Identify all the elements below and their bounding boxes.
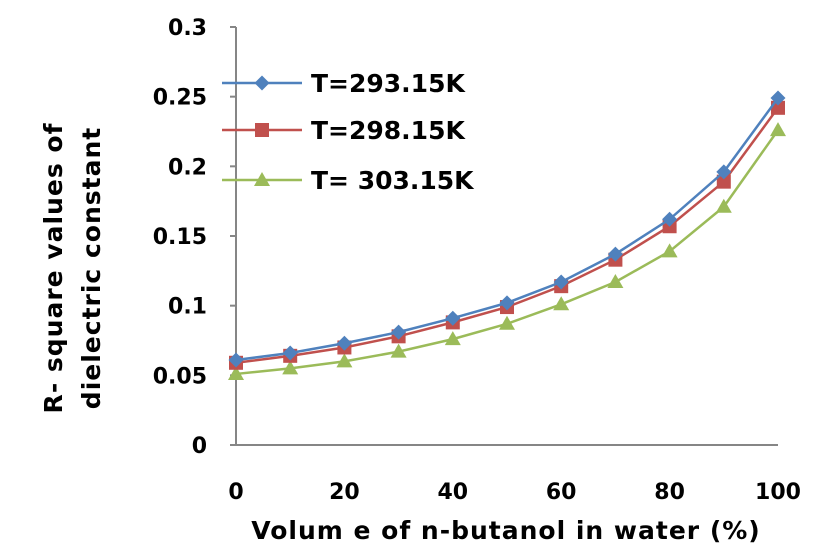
y-tick-label: 0.1: [168, 295, 207, 320]
data-point-triangle: [336, 353, 353, 368]
data-point-triangle: [661, 243, 678, 258]
legend-item: T= 303.15K: [222, 166, 475, 195]
series-lines: [228, 90, 786, 380]
data-point-diamond: [662, 211, 678, 227]
legend-item: T=298.15K: [222, 116, 466, 145]
legend-marker-triangle: [254, 172, 270, 186]
series-1: [228, 90, 786, 368]
data-point-square: [716, 174, 731, 189]
legend: T=293.15K T=298.15K T= 303.15K: [222, 69, 475, 195]
x-tick-label: 60: [546, 480, 577, 505]
data-point-diamond: [716, 164, 732, 180]
legend-label: T= 303.15K: [311, 166, 475, 195]
y-axis-title: R- square values of dielectric constant: [39, 122, 106, 413]
data-point-diamond: [770, 90, 786, 106]
y-tick-label: 0.25: [153, 86, 207, 111]
y-tick-label: 0.3: [168, 16, 207, 41]
y-tick-labels: 0 0.05 0.1 0.15 0.2 0.25 0.3: [153, 16, 236, 459]
data-point-diamond: [282, 345, 298, 361]
legend-marker-diamond: [254, 75, 270, 91]
data-point-triangle: [770, 122, 786, 137]
x-tick-label: 0: [228, 480, 243, 505]
legend-label: T=293.15K: [311, 69, 466, 98]
legend-label: T=298.15K: [311, 116, 466, 145]
legend-marker-square: [255, 123, 269, 137]
data-point-diamond: [607, 246, 623, 262]
y-tick-label: 0.05: [153, 364, 207, 389]
data-point-diamond: [553, 274, 569, 290]
data-point-triangle: [607, 273, 624, 288]
x-axis-title: Volum e of n-butanol in water (%): [251, 516, 761, 545]
data-point-triangle: [390, 343, 407, 358]
data-point-triangle: [715, 198, 732, 213]
x-tick-label: 20: [329, 480, 360, 505]
data-point-triangle: [282, 360, 299, 375]
data-point-diamond: [336, 335, 352, 351]
data-point-triangle: [553, 296, 570, 311]
data-point-diamond: [445, 310, 461, 326]
y-axis-title-line2: dielectric constant: [77, 127, 106, 409]
x-tick-label: 40: [437, 480, 468, 505]
x-tick-label: 80: [654, 480, 685, 505]
y-axis-title-line1: R- square values of: [39, 122, 68, 413]
series-3: [228, 122, 786, 380]
y-tick-label: 0: [192, 434, 207, 459]
data-point-triangle: [444, 331, 461, 346]
data-point-diamond: [499, 295, 515, 311]
data-point-triangle: [499, 315, 515, 330]
x-tick-labels: 0 20 40 60 80 100: [228, 480, 801, 505]
x-tick-label: 100: [755, 480, 801, 505]
data-point-triangle: [228, 365, 244, 380]
data-point-diamond: [228, 352, 244, 368]
legend-item: T=293.15K: [222, 69, 466, 98]
y-tick-label: 0.2: [168, 155, 207, 180]
y-tick-label: 0.15: [153, 225, 207, 250]
data-point-diamond: [391, 324, 407, 340]
